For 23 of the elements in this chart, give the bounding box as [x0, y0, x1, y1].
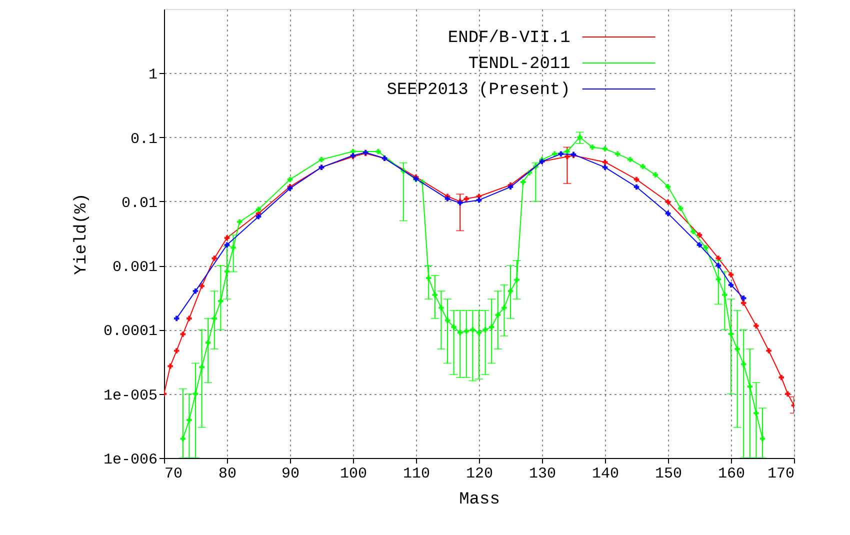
legend-label: SEEP2013 (Present) [386, 81, 570, 100]
y-tick-label: 0.1 [130, 130, 158, 148]
x-tick-label: 80 [218, 466, 237, 482]
x-tick-label: 160 [718, 466, 746, 482]
x-tick-label: 110 [402, 466, 430, 482]
x-tick-label: 170 [767, 466, 794, 482]
y-tick-label: 1e-006 [103, 452, 158, 468]
y-tick-label: 1 [148, 66, 158, 84]
x-tick-label: 150 [654, 466, 682, 482]
x-tick-label: 140 [592, 466, 620, 482]
x-tick-label: 130 [528, 466, 556, 482]
x-tick-label: 120 [466, 466, 494, 482]
y-tick-label: 0.01 [121, 194, 158, 212]
legend-label: ENDF/B-VII.1 [448, 29, 570, 48]
y-axis-title: Yield(%) [72, 193, 92, 275]
y-tick-label: 0.001 [112, 259, 158, 276]
legend-label: TENDL-2011 [468, 55, 570, 74]
y-tick-label: 0.0001 [103, 323, 158, 340]
x-axis-title: Mass [459, 490, 500, 510]
x-tick-label: 70 [164, 466, 183, 482]
x-tick-label: 90 [281, 466, 300, 482]
x-tick-label: 100 [340, 466, 368, 482]
y-tick-label: 1e-005 [103, 387, 158, 404]
